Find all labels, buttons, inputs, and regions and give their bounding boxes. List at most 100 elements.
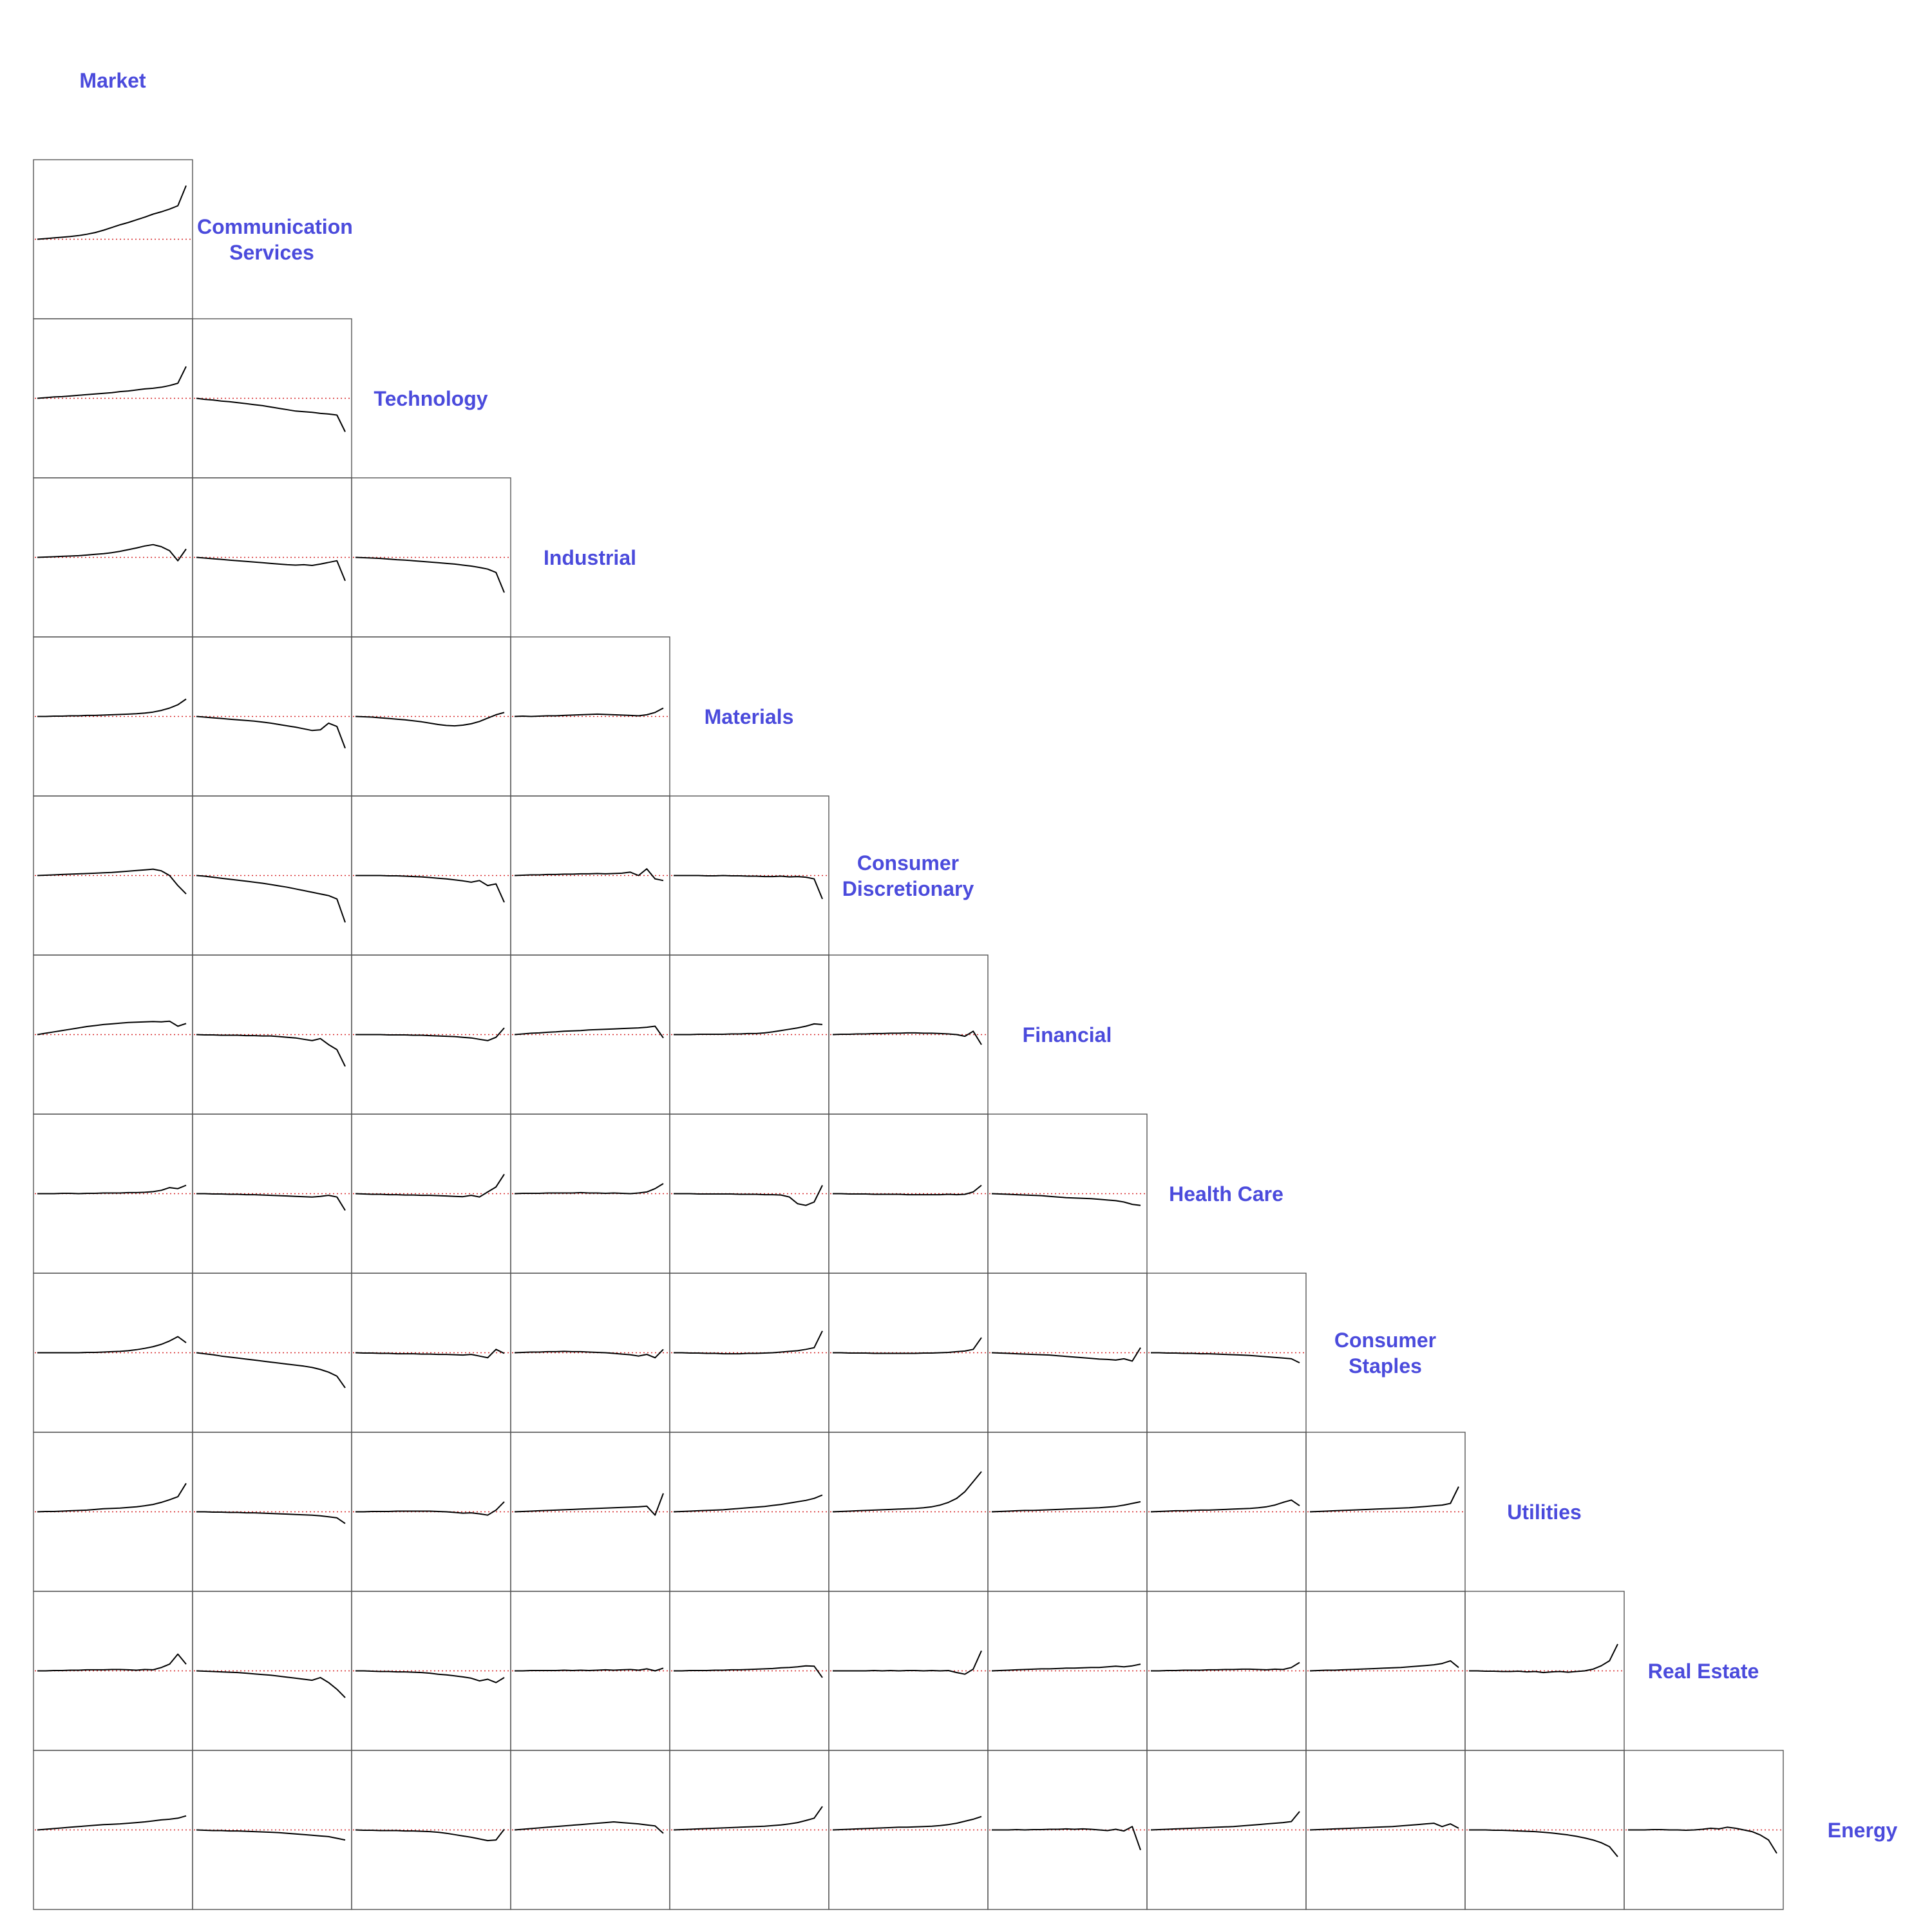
series-line [355,875,505,903]
panel-materials-vs-communication-services [192,636,352,797]
series-line [1309,1660,1459,1672]
series-line [1628,1826,1777,1854]
series-line [514,1349,664,1359]
panel-frame [1624,1750,1784,1910]
panel-real-estate-vs-health-care [1146,1591,1307,1751]
panel-consumer-discretionary-vs-materials [669,795,829,956]
series-line [196,397,346,432]
panel-real-estate-vs-industrial [510,1591,670,1751]
panel-financial-vs-consumer-discretionary [828,954,989,1115]
panel-health-care-vs-consumer-discretionary [828,1113,989,1274]
series-line [832,1815,982,1831]
series-line [1469,1829,1618,1857]
series-line [196,1670,346,1698]
panel-utilities-vs-consumer-discretionary [828,1432,989,1592]
series-line [991,1193,1141,1206]
series-line [514,1025,664,1039]
series-line [514,868,664,882]
series-line [514,707,664,717]
series-line [37,544,187,562]
panel-energy-vs-utilities [1464,1750,1625,1910]
panels-layer [33,159,1784,1910]
series-line [355,556,505,593]
panel-real-estate-vs-consumer-staples [1305,1591,1466,1751]
series-line [515,1667,664,1672]
panel-consumer-discretionary-vs-market [33,795,193,956]
panel-utilities-vs-industrial [510,1432,670,1592]
panel-consumer-staples-vs-communication-services [192,1273,352,1433]
series-line [37,1815,187,1831]
panel-technology-vs-market [33,318,193,478]
panel-utilities-vs-market [33,1432,193,1592]
series-line [674,1331,823,1355]
series-line [196,875,346,923]
panel-energy-vs-industrial [510,1750,670,1910]
series-line [196,1193,346,1211]
panel-real-estate-vs-utilities [1464,1591,1625,1751]
series-line [1309,1486,1459,1513]
panel-real-estate-vs-technology [351,1591,511,1751]
panel-materials-vs-industrial [510,636,670,797]
panel-real-estate-vs-market [33,1591,193,1751]
panel-industrial-vs-market [33,477,193,638]
series-line [832,1471,982,1513]
panel-consumer-staples-vs-health-care [1146,1273,1307,1433]
panel-consumer-discretionary-vs-technology [351,795,511,956]
panel-health-care-vs-industrial [510,1113,670,1274]
panel-consumer-staples-vs-materials [669,1273,829,1433]
panel-utilities-vs-technology [351,1432,511,1592]
panel-utilities-vs-health-care [1146,1432,1307,1592]
panel-energy-vs-consumer-staples [1305,1750,1466,1910]
series-line [37,1184,187,1195]
panel-utilities-vs-materials [669,1432,829,1592]
panel-real-estate-vs-financial [987,1591,1148,1751]
series-line [674,1185,823,1206]
series-line [37,1482,187,1513]
series-line [514,1493,664,1516]
panel-utilities-vs-communication-services [192,1432,352,1592]
panel-financial-vs-technology [351,954,511,1115]
series-line [355,1501,505,1516]
series-line [833,1650,982,1675]
series-line [37,868,187,895]
series-line [1151,1662,1300,1672]
panel-real-estate-vs-materials [669,1591,829,1751]
panel-energy-vs-materials [669,1750,829,1910]
series-line [196,1352,346,1388]
series-line [992,1826,1141,1851]
panel-health-care-vs-market [33,1113,193,1274]
series-line [833,1337,982,1354]
panel-energy-vs-consumer-discretionary [828,1750,989,1910]
panel-energy-vs-technology [351,1750,511,1910]
panel-health-care-vs-technology [351,1113,511,1274]
panel-industrial-vs-communication-services [192,477,352,638]
series-line [991,1347,1141,1362]
panel-health-care-vs-materials [669,1113,829,1274]
panel-financial-vs-industrial [510,954,670,1115]
series-line [37,185,187,240]
series-line [1151,1352,1300,1363]
panel-technology-vs-communication-services [192,318,352,478]
panel-real-estate-vs-communication-services [192,1591,352,1751]
series-line [37,1020,187,1036]
panel-consumer-staples-vs-technology [351,1273,511,1433]
panel-financial-vs-materials [669,954,829,1115]
series-line [673,1806,823,1831]
series-line [355,712,505,727]
series-line [196,1829,346,1841]
series-line [674,1023,823,1036]
panel-energy-vs-financial [987,1750,1148,1910]
series-line [355,1828,505,1842]
panel-materials-vs-technology [351,636,511,797]
panel-communication-services-vs-market [33,159,193,319]
series-line [833,1184,982,1196]
series-line [37,366,187,399]
series-line [355,1670,505,1683]
series-line [1309,1823,1459,1831]
series-line [1469,1643,1618,1674]
series-line [514,1183,664,1195]
series-line [37,1653,187,1672]
panel-consumer-staples-vs-industrial [510,1273,670,1433]
panel-materials-vs-market [33,636,193,797]
series-line [832,1030,982,1045]
